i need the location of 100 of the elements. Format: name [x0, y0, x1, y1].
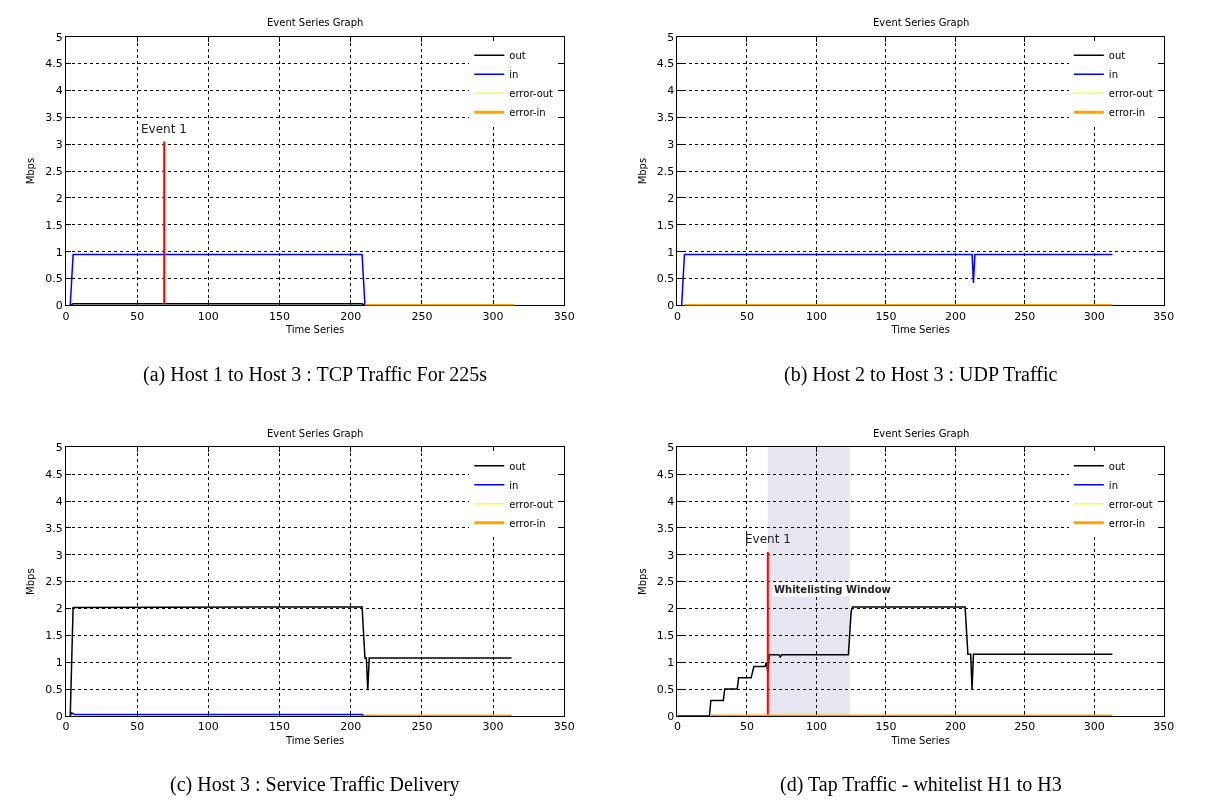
y-tick-label: 1 — [667, 245, 675, 259]
y-tick-label: 5 — [667, 441, 675, 455]
legend-label: in — [509, 69, 519, 81]
x-tick-label: 200 — [944, 720, 966, 734]
chart-title: Event Series Graph — [873, 17, 970, 28]
x-tick-label: 150 — [269, 309, 291, 323]
x-axis-title: Time Series — [284, 324, 345, 336]
x-tick-label: 350 — [553, 720, 575, 734]
band-label: Whitelisting Window — [774, 584, 891, 595]
x-tick-label: 150 — [875, 720, 897, 734]
text: (b) Host 2 to Host 3 : UDP Traffic — [784, 363, 1058, 386]
x-tick-label: 300 — [1083, 720, 1105, 734]
y-tick-label: 0.5 — [656, 272, 675, 286]
legend-label: in — [1108, 479, 1118, 491]
text: (c) Host 3 : Service Traffic Delivery — [170, 773, 460, 796]
x-tick-label: 200 — [944, 309, 966, 323]
x-tick-label: 350 — [553, 309, 575, 323]
x-tick-label: 50 — [130, 309, 145, 323]
y-tick-label: 2 — [667, 191, 675, 205]
ref-line-label: Event 1 — [141, 122, 187, 136]
y-tick-label: 1.5 — [656, 629, 675, 643]
x-axis-title: Time Series — [890, 324, 950, 336]
y-axis-title: Mbps — [25, 157, 37, 185]
x-tick-label: 300 — [1083, 309, 1105, 323]
legend-label: in — [1108, 69, 1118, 81]
y-tick-label: 1.5 — [656, 218, 675, 232]
legend-label: error-out — [509, 498, 554, 510]
y-tick-label: 4.5 — [45, 468, 63, 481]
y-tick-label: 2 — [55, 602, 63, 616]
y-tick-label: 0 — [55, 709, 63, 723]
chart-title: Event Series Graph — [267, 428, 364, 439]
legend-label: error-in — [509, 107, 546, 119]
x-tick-label: 350 — [1153, 720, 1175, 734]
x-tick-label: 200 — [340, 720, 362, 734]
x-axis-title: Time Series — [890, 734, 950, 746]
ref-line-label: Event 1 — [745, 532, 791, 546]
y-axis-title: Mbps — [636, 568, 648, 595]
y-tick-label: 2.5 — [45, 575, 63, 589]
y-tick-label: 3 — [55, 138, 63, 152]
y-tick-label: 1.5 — [45, 218, 63, 232]
x-tick-label: 300 — [482, 309, 504, 323]
chart-title: Event Series Graph — [267, 17, 364, 28]
x-tick-label: 350 — [1153, 309, 1175, 323]
y-tick-label: 3 — [667, 138, 675, 152]
y-tick-label: 1 — [55, 656, 63, 670]
y-tick-label: 3 — [667, 548, 675, 562]
x-tick-label: 200 — [340, 309, 362, 323]
x-tick-label: 250 — [411, 309, 433, 323]
legend-label: out — [509, 50, 526, 62]
y-tick-label: 2.5 — [656, 164, 675, 178]
y-tick-label: 1.5 — [45, 629, 63, 643]
x-tick-label: 50 — [739, 720, 754, 734]
legend-label: error-out — [1108, 498, 1153, 510]
x-axis-title: Time Series — [284, 734, 345, 746]
x-tick-label: 300 — [482, 720, 504, 734]
text: (d) Tap Traffic - whitelist H1 to H3 — [780, 773, 1062, 796]
x-tick-label: 150 — [875, 309, 897, 323]
legend-label: error-in — [1108, 107, 1146, 119]
y-tick-label: 3.5 — [656, 521, 675, 535]
x-tick-label: 250 — [1014, 309, 1036, 323]
legend-label: error-in — [1108, 517, 1146, 529]
y-tick-label: 0.5 — [45, 682, 63, 696]
y-tick-label: 0.5 — [45, 272, 63, 286]
x-tick-label: 150 — [269, 720, 291, 734]
y-tick-label: 5 — [667, 30, 675, 44]
y-tick-label: 3.5 — [656, 111, 675, 125]
y-tick-label: 2.5 — [656, 575, 675, 589]
y-axis-title: Mbps — [636, 157, 648, 185]
y-tick-label: 2 — [667, 602, 675, 616]
y-tick-label: 0 — [667, 709, 675, 723]
y-tick-label: 5 — [55, 441, 63, 455]
y-tick-label: 4 — [667, 84, 675, 98]
y-tick-label: 1 — [667, 656, 675, 670]
legend-label: out — [1108, 460, 1126, 472]
x-tick-label: 100 — [197, 309, 219, 323]
chart-title: Event Series Graph — [873, 428, 970, 439]
y-tick-label: 4 — [55, 84, 63, 98]
y-tick-label: 1 — [55, 245, 63, 259]
legend-label: in — [509, 479, 519, 491]
x-tick-label: 100 — [805, 720, 827, 734]
y-tick-label: 4.5 — [45, 57, 63, 71]
y-tick-label: 3.5 — [45, 521, 63, 535]
x-tick-label: 100 — [805, 309, 827, 323]
y-axis-title: Mbps — [25, 568, 37, 595]
x-tick-label: 250 — [411, 720, 433, 734]
y-tick-label: 0 — [667, 299, 675, 313]
x-tick-label: 100 — [197, 720, 219, 734]
legend-label: error-out — [509, 88, 554, 100]
legend-label: out — [1108, 50, 1126, 62]
x-tick-label: 50 — [130, 720, 145, 734]
y-tick-label: 3 — [55, 548, 63, 562]
legend-label: out — [509, 460, 526, 472]
y-tick-label: 4.5 — [656, 468, 675, 481]
legend-label: error-out — [1108, 88, 1153, 100]
y-tick-label: 4 — [667, 494, 675, 508]
y-tick-label: 0 — [55, 299, 63, 313]
y-tick-label: 2.5 — [45, 164, 63, 178]
y-tick-label: 2 — [55, 191, 63, 205]
text: (a) Host 1 to Host 3 : TCP Traffic For 225s — [143, 363, 488, 386]
y-tick-label: 4 — [55, 494, 63, 508]
